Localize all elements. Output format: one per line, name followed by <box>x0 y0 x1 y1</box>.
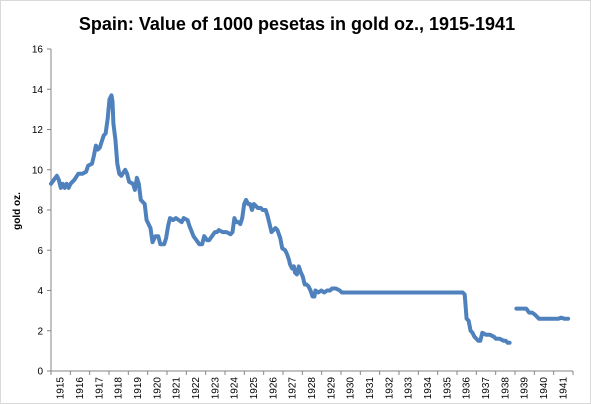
x-tick-label: 1936 <box>462 377 473 400</box>
x-tick-label: 1917 <box>94 377 105 400</box>
x-tick-label: 1927 <box>288 377 299 400</box>
x-tick-label: 1941 <box>558 377 569 400</box>
x-tick-label: 1920 <box>152 377 163 400</box>
y-tick-label: 16 <box>32 45 44 56</box>
y-tick-label: 6 <box>37 246 43 257</box>
y-tick-label: 10 <box>32 165 44 176</box>
x-tick-label: 1931 <box>365 377 376 400</box>
y-tick-label: 14 <box>32 85 44 96</box>
x-tick-label: 1932 <box>384 377 395 400</box>
y-axis-label: gold oz. <box>12 192 23 230</box>
x-tick-label: 1928 <box>307 377 318 400</box>
x-tick-label: 1915 <box>56 377 67 400</box>
x-tick-label: 1921 <box>172 377 183 400</box>
x-tick-label: 1934 <box>423 377 434 400</box>
y-axis-ticks: 0 2 4 6 8 10 12 14 16 <box>32 45 51 378</box>
x-tick-label: 1916 <box>75 377 86 400</box>
x-tick-label: 1922 <box>191 377 202 400</box>
x-tick-label: 1935 <box>442 377 453 400</box>
x-axis-ticks: 1915 1916 1917 1918 1919 1920 1921 1922 1923 1924… <box>50 371 574 400</box>
series-line-segment <box>514 306 571 321</box>
x-tick-label: 1930 <box>346 377 357 400</box>
y-tick-label: 12 <box>32 125 44 136</box>
x-tick-label: 1933 <box>404 377 415 400</box>
x-tick-label: 1923 <box>210 377 221 400</box>
y-tick-label: 0 <box>37 367 43 378</box>
x-tick-label: 1925 <box>249 377 260 400</box>
x-tick-label: 1918 <box>114 377 125 400</box>
x-tick-label: 1938 <box>500 377 511 400</box>
series-line-segment <box>49 93 512 345</box>
x-tick-label: 1926 <box>268 377 279 400</box>
x-tick-label: 1919 <box>133 377 144 400</box>
y-tick-label: 4 <box>37 286 43 297</box>
x-tick-label: 1937 <box>481 377 492 400</box>
series-group <box>49 93 571 345</box>
chart-title: Spain: Value of 1000 pesetas in gold oz.… <box>79 14 515 34</box>
x-tick-label: 1924 <box>230 377 241 400</box>
x-tick-label: 1929 <box>326 377 337 400</box>
y-tick-label: 8 <box>37 206 43 217</box>
x-tick-label: 1939 <box>520 377 531 400</box>
y-tick-label: 2 <box>37 326 43 337</box>
x-tick-label: 1940 <box>539 377 550 400</box>
